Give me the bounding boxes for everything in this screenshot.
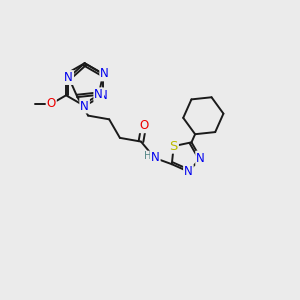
- Text: O: O: [139, 119, 148, 132]
- Text: N: N: [184, 165, 193, 178]
- Text: H: H: [145, 152, 152, 161]
- Text: N: N: [64, 71, 73, 84]
- Text: N: N: [196, 152, 205, 165]
- Text: N: N: [151, 152, 160, 164]
- Text: N: N: [94, 88, 103, 101]
- Text: O: O: [46, 98, 56, 110]
- Text: S: S: [169, 140, 178, 153]
- Text: N: N: [80, 100, 89, 112]
- Text: N: N: [100, 68, 109, 80]
- Text: N: N: [99, 89, 107, 102]
